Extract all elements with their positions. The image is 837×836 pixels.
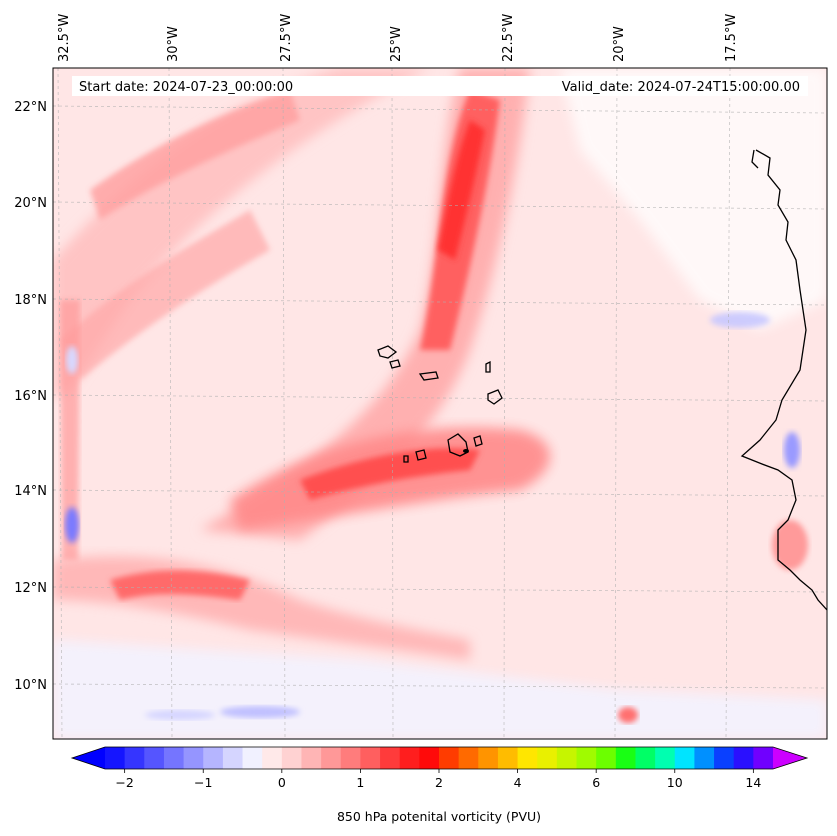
colorbar-tick-label: −1 <box>194 775 212 790</box>
colorbar-cell <box>497 747 519 769</box>
colorbar-cell <box>694 747 715 769</box>
colorbar-tick-label: 0 <box>278 775 286 790</box>
colorbar-cell <box>262 747 283 769</box>
colorbar-cell <box>203 747 224 769</box>
colorbar-cell <box>380 747 401 769</box>
colorbar-tick-label: 10 <box>667 775 683 790</box>
lon-label: 25°W <box>389 26 404 62</box>
colorbar-cell <box>556 747 578 769</box>
colorbar-cell <box>674 747 696 769</box>
colorbar-tick-label: −2 <box>115 775 133 790</box>
colorbar-cell <box>163 747 185 769</box>
colorbar-cell <box>360 747 381 769</box>
longitude-labels: 32.5°W 30°W 27.5°W 25°W 22.5°W 20°W 17.5… <box>57 14 739 62</box>
lon-label: 30°W <box>166 26 181 62</box>
colorbar-cell <box>714 747 735 769</box>
colorbar-cell <box>596 747 617 769</box>
colorbar-cell <box>655 747 676 769</box>
colorbar-cell <box>615 747 637 769</box>
colorbar-cell <box>183 747 204 769</box>
colorbar-cell <box>301 747 322 769</box>
lat-label: 12°N <box>14 581 47 596</box>
lon-label: 17.5°W <box>724 14 739 62</box>
valid-date-label: Valid_date: 2024-07-24T15:00:00.00 <box>562 80 800 95</box>
colorbar-tick-label: 4 <box>514 775 522 790</box>
colorbar-cell <box>419 747 440 769</box>
lat-label: 16°N <box>14 389 47 404</box>
colorbar-cell <box>281 747 303 769</box>
colorbar-cell <box>635 747 656 769</box>
lon-label: 32.5°W <box>57 14 72 62</box>
colorbar-cell <box>222 747 244 769</box>
lat-label: 22°N <box>14 100 47 115</box>
colorbar-cell <box>340 747 362 769</box>
lat-label: 18°N <box>14 293 47 308</box>
latitude-labels: 22°N 20°N 18°N 16°N 14°N 12°N 10°N <box>14 100 47 693</box>
colorbar-tick-label: 2 <box>435 775 443 790</box>
colorbar-cell <box>144 747 165 769</box>
colorbar-cell <box>478 747 499 769</box>
info-banner: Start date: 2024-07-23_00:00:00 Valid_da… <box>72 76 808 96</box>
lat-label: 20°N <box>14 196 47 211</box>
colorbar-cell <box>321 747 342 769</box>
colorbar-cell <box>733 747 754 769</box>
colorbar-under-arrow <box>72 747 105 769</box>
colorbar-cell <box>124 747 145 769</box>
start-date-label: Start date: 2024-07-23_00:00:00 <box>79 80 293 95</box>
colorbar-cell <box>576 747 597 769</box>
lat-label: 14°N <box>14 484 47 499</box>
colorbar-cell <box>537 747 558 769</box>
lon-label: 27.5°W <box>279 14 294 62</box>
colorbar: −2 −1 0 1 2 4 6 10 14 850 hPa potenital vorticit… <box>70 746 809 824</box>
colorbar-cell <box>753 747 774 769</box>
colorbar-label: 850 hPa potenital vorticity (PVU) <box>337 809 541 824</box>
vorticity-field <box>53 68 827 739</box>
colorbar-over-arrow <box>773 747 807 769</box>
colorbar-cell <box>242 747 263 769</box>
lon-label: 22.5°W <box>501 14 516 62</box>
colorbar-cell <box>439 747 460 769</box>
colorbar-tick-label: 14 <box>745 775 761 790</box>
map-frame <box>52 67 828 740</box>
colorbar-tick-label: 6 <box>592 775 600 790</box>
lon-label: 20°W <box>612 26 627 62</box>
colorbar-cell <box>399 747 420 769</box>
colorbar-cell <box>105 747 126 769</box>
colorbar-cell <box>517 747 538 769</box>
lat-label: 10°N <box>14 678 47 693</box>
colorbar-tick-label: 1 <box>356 775 364 790</box>
colorbar-cell <box>458 747 479 769</box>
